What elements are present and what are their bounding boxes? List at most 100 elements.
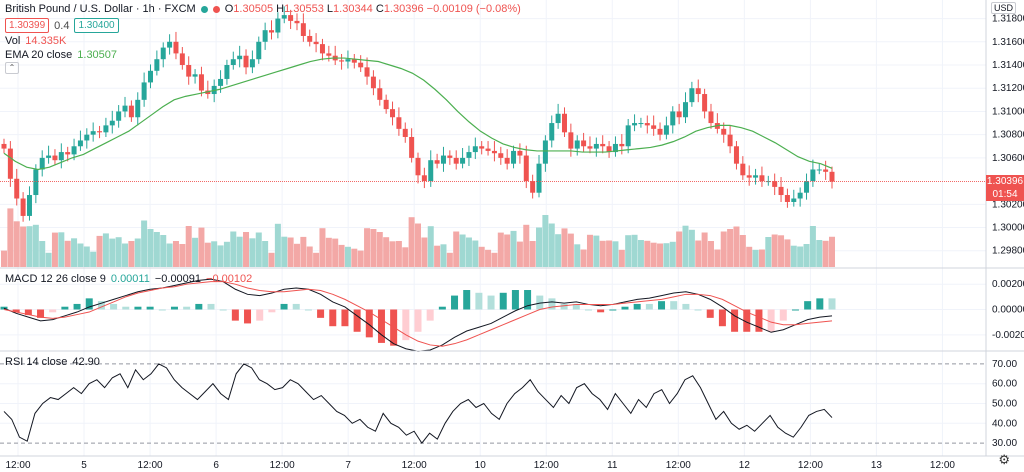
volume-bar: [395, 241, 402, 267]
volume-bar: [727, 229, 734, 267]
volume-bar: [580, 249, 587, 267]
candle-body: [638, 123, 644, 125]
candle-body: [339, 60, 345, 62]
ema-line: [3, 57, 833, 171]
volume-bar: [192, 237, 199, 267]
buy-price-button[interactable]: 1.30400: [74, 18, 119, 33]
volume-bar: [510, 230, 517, 267]
candle-body: [683, 102, 689, 118]
volume-bar: [434, 245, 441, 267]
macd-histogram-bar: [706, 309, 714, 318]
time-tick-label: 12:00: [534, 460, 559, 471]
time-tick-label: 10: [475, 460, 487, 471]
volume-bar: [134, 238, 141, 267]
candle-body: [600, 143, 606, 147]
candle-body: [740, 163, 746, 176]
candle-body: [409, 136, 415, 158]
volume-bar: [657, 243, 664, 267]
candle-body: [77, 140, 83, 147]
volume-bar: [141, 220, 148, 267]
macd-histogram-bar: [146, 306, 154, 310]
volume-bar: [797, 246, 804, 267]
volume-bar: [478, 246, 485, 267]
ema-legend: EMA 20 close 1.30507: [5, 49, 118, 61]
volume-bar: [262, 241, 269, 267]
volume-bar: [39, 241, 46, 267]
candle-body: [20, 198, 26, 216]
volume-bar: [249, 238, 256, 267]
volume-bar: [504, 234, 511, 267]
volume-bar: [20, 226, 27, 267]
price-tick-label: 1.31800: [992, 14, 1024, 25]
candle-body: [249, 59, 255, 68]
macd-histogram-bar: [231, 309, 239, 321]
candle-body: [612, 143, 618, 153]
volume-bar: [223, 241, 230, 267]
sell-price-button[interactable]: 1.30399: [5, 18, 50, 33]
volume-bar: [217, 245, 224, 267]
volume-bar: [274, 223, 281, 267]
volume-bar: [319, 228, 326, 267]
candle-body: [440, 155, 446, 164]
alert-dot[interactable]: [212, 5, 220, 13]
volume-bar: [357, 250, 364, 267]
volume-bar: [179, 244, 186, 267]
candle-body: [619, 143, 625, 147]
volume-bar: [204, 242, 211, 267]
candle-body: [663, 125, 669, 135]
volume-bar: [281, 236, 288, 267]
macd-histogram-bar: [560, 303, 568, 310]
candle-body: [568, 132, 574, 149]
market-open-dot[interactable]: [200, 5, 208, 13]
rsi-tick-label: 70.00: [992, 359, 1017, 370]
settings-gear-icon[interactable]: ⚙: [998, 452, 1010, 467]
volume-legend: Vol 14.335K: [5, 35, 67, 47]
macd-histogram-bar: [256, 309, 264, 321]
candle-body: [721, 128, 727, 135]
macd-histogram-bar: [463, 290, 471, 310]
volume-bar: [415, 223, 421, 267]
macd-histogram-bar: [195, 303, 203, 310]
ohlc-values: O1.30505 H1.30553 L1.30344 C1.30396 −0.0…: [224, 3, 521, 15]
candle-body: [141, 82, 147, 100]
candle-body: [651, 125, 657, 129]
current-price-tag: 1.30396: [986, 175, 1024, 188]
time-tick-label: 12:00: [138, 460, 163, 471]
time-tick-label: 12:00: [402, 460, 427, 471]
price-tick-label: 1.30600: [992, 153, 1024, 164]
volume-bar: [765, 237, 772, 267]
candle-body: [689, 88, 695, 103]
collapse-legend-icon[interactable]: ⌃: [5, 62, 19, 74]
price-tick-label: 1.29800: [992, 246, 1024, 257]
volume-bar: [618, 249, 625, 267]
candle-body: [587, 146, 593, 149]
price-tick-label: 1.31600: [992, 37, 1024, 48]
candle-body: [549, 123, 555, 141]
macd-histogram-bar: [268, 309, 276, 313]
candle-body: [1, 143, 7, 149]
currency-label[interactable]: USD: [990, 2, 1016, 14]
macd-histogram-bar: [670, 301, 678, 310]
volume-bar: [720, 231, 727, 267]
macd-histogram-bar: [61, 306, 69, 310]
volume-bar: [663, 243, 670, 267]
volume-bar: [236, 236, 243, 267]
volume-bar: [122, 243, 129, 267]
macd-histogram-bar: [499, 292, 507, 310]
candle-body: [625, 125, 631, 147]
price-tick-label: 1.30800: [992, 130, 1024, 141]
candle-body: [109, 120, 115, 126]
volume-bar: [637, 240, 644, 267]
macd-histogram-bar: [791, 309, 799, 311]
macd-histogram-bar: [170, 306, 178, 310]
volume-bar: [109, 238, 116, 267]
candle-body: [753, 175, 759, 178]
macd-histogram-bar: [718, 309, 726, 327]
macd-histogram-bar: [134, 306, 142, 310]
candle-body: [7, 148, 13, 179]
candle-body: [186, 65, 192, 77]
macd-histogram-bar: [438, 306, 446, 310]
volume-bar: [822, 240, 829, 267]
